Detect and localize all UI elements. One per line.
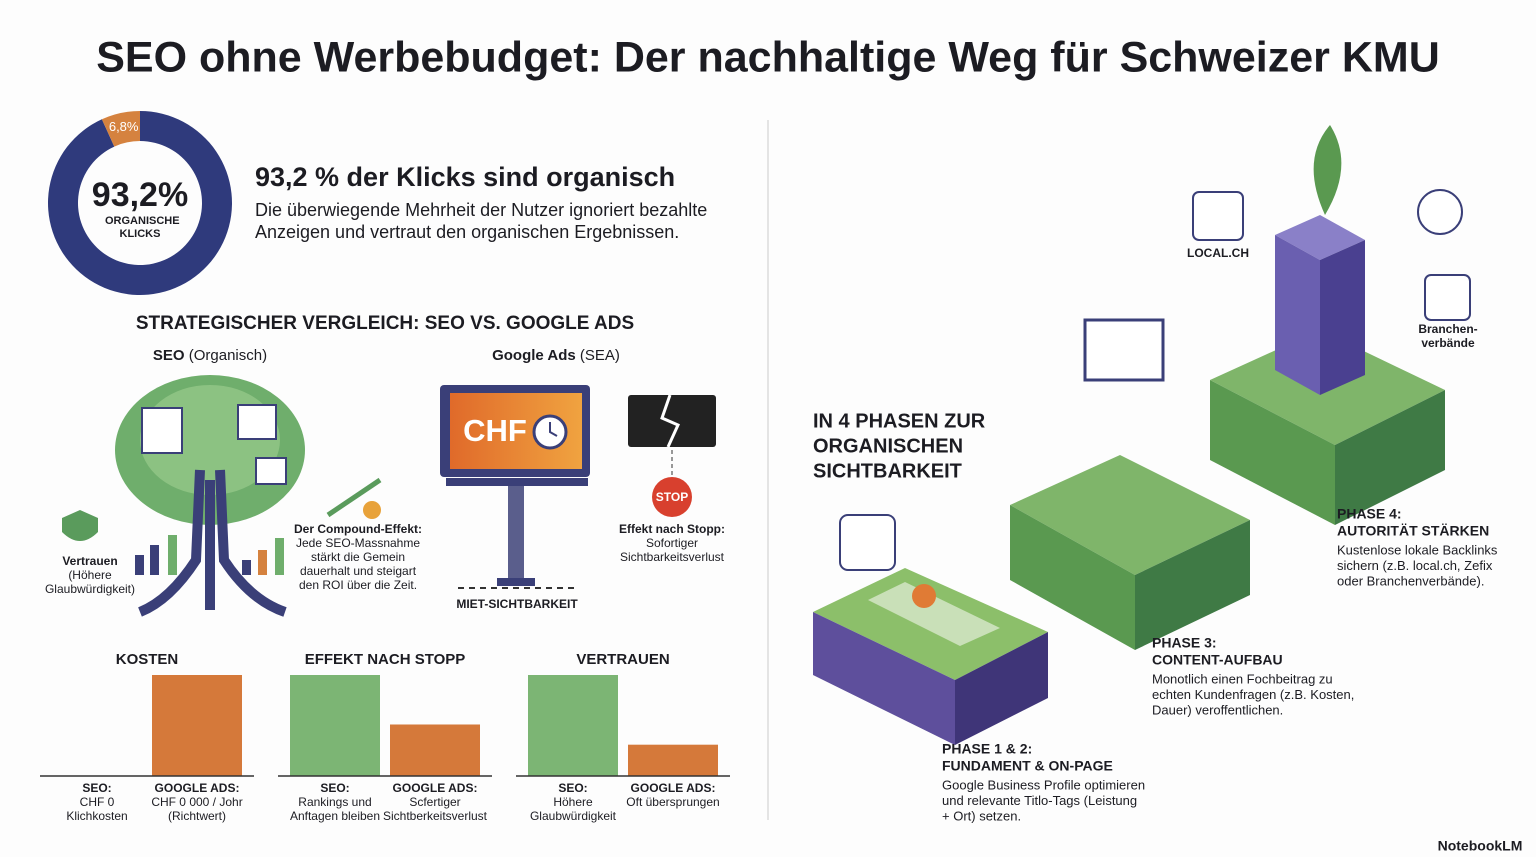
x-tick-detail: Sichtberkeitsverlust — [383, 809, 488, 823]
billboard-illustration — [440, 385, 716, 589]
compound-text: stärkt die Gemein — [311, 550, 405, 564]
stat-heading: 93,2 % der Klicks sind organisch — [255, 162, 675, 192]
x-tick-detail: Klichkosten — [66, 809, 127, 823]
rent-label: MIET-SICHTBARKEIT — [456, 597, 578, 611]
phase-text: Google Business Profile optimieren — [942, 777, 1145, 792]
bar-chart-title: KOSTEN — [116, 651, 179, 668]
comparison-heading: STRATEGISCHER VERGLEICH: SEO VS. GOOGLE … — [136, 313, 634, 334]
ads-label-sub: (SEA) — [580, 347, 620, 364]
bar — [528, 675, 618, 776]
phases-heading: SICHTBARKEIT — [813, 460, 962, 482]
x-tick-detail: CHF 0 000 / Johr — [151, 795, 242, 809]
donut-category-text: ORGANISCHE KLICKS — [105, 215, 180, 240]
stop-text: Sofortiger — [646, 536, 698, 550]
stat-text: Anzeigen und vertraut den organischen Er… — [255, 222, 679, 242]
x-tick-detail: CHF 0 — [80, 795, 115, 809]
phase-title: PHASE 4: — [1337, 506, 1402, 522]
x-tick-label: SEO: — [558, 781, 587, 795]
title: SEO ohne Werbebudget: Der nachhaltige We… — [96, 33, 1440, 81]
x-tick-label: SEO: — [82, 781, 111, 795]
local-label: LOCAL.CH — [1187, 246, 1249, 260]
bar — [290, 675, 380, 776]
phases-heading: ORGANISCHEN — [813, 435, 963, 457]
donut-category: ORGANISCHE KLICKS — [105, 215, 180, 240]
tree-illustration — [62, 375, 382, 617]
trust-text: Vertrauen — [62, 554, 117, 568]
associations-label: Branchen- — [1418, 322, 1477, 336]
x-tick-detail: Höhere — [553, 795, 593, 809]
compound-text: den ROI über die Zeit. — [299, 578, 417, 592]
x-tick-detail: Oft übersprungen — [626, 795, 719, 809]
ads-label: Google Ads (SEA) — [492, 347, 620, 364]
phase-text: echten Kundenfragen (z.B. Kosten, — [1152, 687, 1354, 702]
x-tick-label: GOOGLE ADS: — [393, 781, 478, 795]
brand: NotebookLM — [1438, 838, 1523, 854]
stop-sign-text: STOP — [656, 490, 688, 504]
phase-text: Dauer) veroffentlichen. — [1152, 702, 1283, 717]
compound-text: dauerhalt und steigart — [300, 564, 417, 578]
ads-label-main: Google Ads — [492, 347, 576, 364]
slice-label: 6,8% — [109, 119, 139, 134]
trust-text: (Höhere — [68, 568, 112, 582]
phase-title: PHASE 3: — [1152, 635, 1217, 651]
stop-text: Sichtbarkeitsverlust — [620, 550, 725, 564]
phase-title: FUNDAMENT & ON-PAGE — [942, 758, 1113, 774]
x-tick-detail: (Richtwert) — [168, 809, 226, 823]
seo-label: SEO (Organisch) — [153, 347, 267, 364]
phases-heading: IN 4 PHASEN ZUR — [813, 410, 986, 432]
seo-label-main: SEO — [153, 347, 185, 364]
bar — [152, 675, 242, 776]
phase-text: Monotlich einen Fochbeitrag zu — [1152, 671, 1333, 686]
x-tick-detail: Scfertiger — [409, 795, 460, 809]
stop-text: Effekt nach Stopp: — [619, 522, 725, 536]
trust-text: Glaubwürdigkeit) — [45, 582, 135, 596]
phase-text: oder Branchenverbände). — [1337, 573, 1484, 588]
phase-title: PHASE 1 & 2: — [942, 741, 1032, 757]
billboard-text: CHF — [463, 413, 527, 448]
stat-text: Die überwiegende Mehrheit der Nutzer ign… — [255, 200, 707, 220]
x-tick-label: SEO: — [320, 781, 349, 795]
phase-text: + Ort) setzen. — [942, 808, 1021, 823]
donut-slice — [101, 111, 140, 147]
x-tick-detail: Rankings und — [298, 795, 371, 809]
compound-text: Der Compound-Effekt: — [294, 522, 422, 536]
bar-chart-title: VERTRAUEN — [576, 651, 669, 668]
bar — [390, 724, 480, 776]
phase-title: AUTORITÄT STÄRKEN — [1337, 523, 1489, 539]
x-tick-detail: Glaubwürdigkeit — [530, 809, 617, 823]
phase-text: und relevante Titlo-Tags (Leistung — [942, 793, 1137, 808]
x-tick-detail: Anftagen bleiben — [290, 809, 380, 823]
phase-title: CONTENT-AUFBAU — [1152, 652, 1283, 668]
bar-chart-title: EFFEKT NACH STOPP — [305, 651, 466, 668]
phase-text: Kustenlose lokale Backlinks — [1337, 542, 1498, 557]
phase-text: sichern (z.B. local.ch, Zefix — [1337, 558, 1493, 573]
bar — [628, 744, 718, 776]
phases-illustration — [813, 125, 1471, 745]
associations-label: verbände — [1421, 336, 1475, 350]
x-tick-label: GOOGLE ADS: — [155, 781, 240, 795]
compound-text: Jede SEO-Massnahme — [296, 536, 420, 550]
donut-slice — [48, 111, 232, 295]
donut-value: 93,2% — [92, 176, 188, 214]
x-tick-label: GOOGLE ADS: — [631, 781, 716, 795]
seo-label-sub: (Organisch) — [189, 347, 267, 364]
